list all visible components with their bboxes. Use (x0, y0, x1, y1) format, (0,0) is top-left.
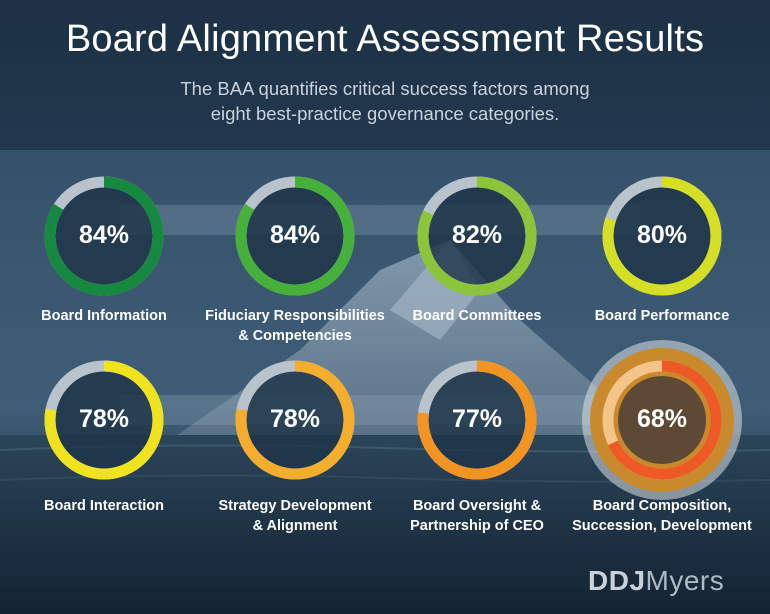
category-label-line-1: Board Oversight & (412, 498, 542, 514)
donut-value-arc (44, 176, 164, 296)
donut-center-disc (55, 187, 153, 285)
donut-svg-7 (417, 360, 537, 480)
donut-svg-8 (582, 340, 742, 500)
donut-center-disc (55, 371, 153, 469)
category-label-line-1: Board Interaction (43, 498, 165, 514)
donut-center-disc (618, 376, 706, 464)
donut-value-label: 78% (78, 405, 130, 433)
donut-category-label: Board Committees (377, 306, 577, 326)
donut-value-label: 80% (636, 221, 688, 249)
donut-svg-5 (44, 360, 164, 480)
category-label-line-1: Board Performance (594, 308, 730, 324)
donut-6: 78% (230, 355, 360, 485)
donut-center-disc (428, 187, 526, 285)
donut-value-arc (44, 360, 164, 480)
donut-value-label: 82% (451, 221, 503, 249)
category-label-line-2: Partnership of CEO (410, 518, 544, 534)
donut-8: 68% (577, 335, 747, 505)
donut-value-arc (235, 360, 355, 480)
page-title: Board Alignment Assessment Results (65, 18, 705, 60)
logo-light: Myers (645, 565, 725, 596)
logo-bold: DDJ (588, 565, 646, 596)
donut-category-label: Fiduciary Responsibilities & Competencies (195, 306, 395, 346)
donut-svg-6 (235, 360, 355, 480)
donut-center-disc (428, 371, 526, 469)
category-label-line-1: Board Composition, (592, 498, 732, 514)
subtitle-line-2: eight best-practice governance categorie… (210, 103, 560, 124)
donut-1: 84% (39, 171, 169, 301)
donut-value-arc (602, 360, 722, 480)
donut-7: 77% (412, 355, 542, 485)
donut-category-label: Board Oversight & Partnership of CEO (377, 496, 577, 536)
subtitle-line-1: The BAA quantifies critical success fact… (180, 78, 590, 99)
donut-value-arc (602, 176, 722, 296)
category-label-line-1: Board Information (41, 308, 167, 324)
donut-value-label: 77% (451, 405, 503, 433)
category-label-line-1: Strategy Development (218, 498, 372, 514)
donut-value-label: 84% (78, 221, 130, 249)
ddjmyers-logo: DDJMyers (588, 565, 724, 597)
page-subtitle: The BAA quantifies critical success fact… (110, 76, 660, 126)
donut-svg-2 (235, 176, 355, 296)
donut-value-label: 78% (269, 405, 321, 433)
donut-svg-4 (602, 176, 722, 296)
donut-value-arc (235, 176, 355, 296)
donut-category-label: Board Performance (562, 306, 762, 326)
donut-value-label: 68% (636, 405, 688, 433)
donut-category-label: Board Composition, Succession, Developmen… (562, 496, 762, 536)
donut-5: 78% (39, 355, 169, 485)
donut-category-label: Board Information (4, 306, 204, 326)
donut-value-arc (417, 360, 537, 480)
header-band (0, 0, 770, 150)
donut-svg-1 (44, 176, 164, 296)
donut-center-disc (246, 187, 344, 285)
donut-2: 84% (230, 171, 360, 301)
donut-4: 80% (597, 171, 727, 301)
category-label-line-1: Fiduciary Responsibilities (205, 308, 385, 324)
donut-value-label: 84% (269, 221, 321, 249)
donut-svg-3 (417, 176, 537, 296)
donut-center-disc (246, 371, 344, 469)
donut-value-arc (417, 176, 537, 296)
category-label-line-1: Board Committees (412, 308, 542, 324)
category-label-line-2: & Competencies (238, 328, 352, 344)
donut-center-disc (613, 187, 711, 285)
category-label-line-2: & Alignment (252, 518, 338, 534)
category-label-line-2: Succession, Development (572, 518, 752, 534)
connector-band-row-2 (120, 395, 640, 425)
donut-category-label: Board Interaction (4, 496, 204, 516)
donut-3: 82% (412, 171, 542, 301)
connector-band-row-1 (120, 205, 640, 235)
donut-category-label: Strategy Development & Alignment (195, 496, 395, 536)
